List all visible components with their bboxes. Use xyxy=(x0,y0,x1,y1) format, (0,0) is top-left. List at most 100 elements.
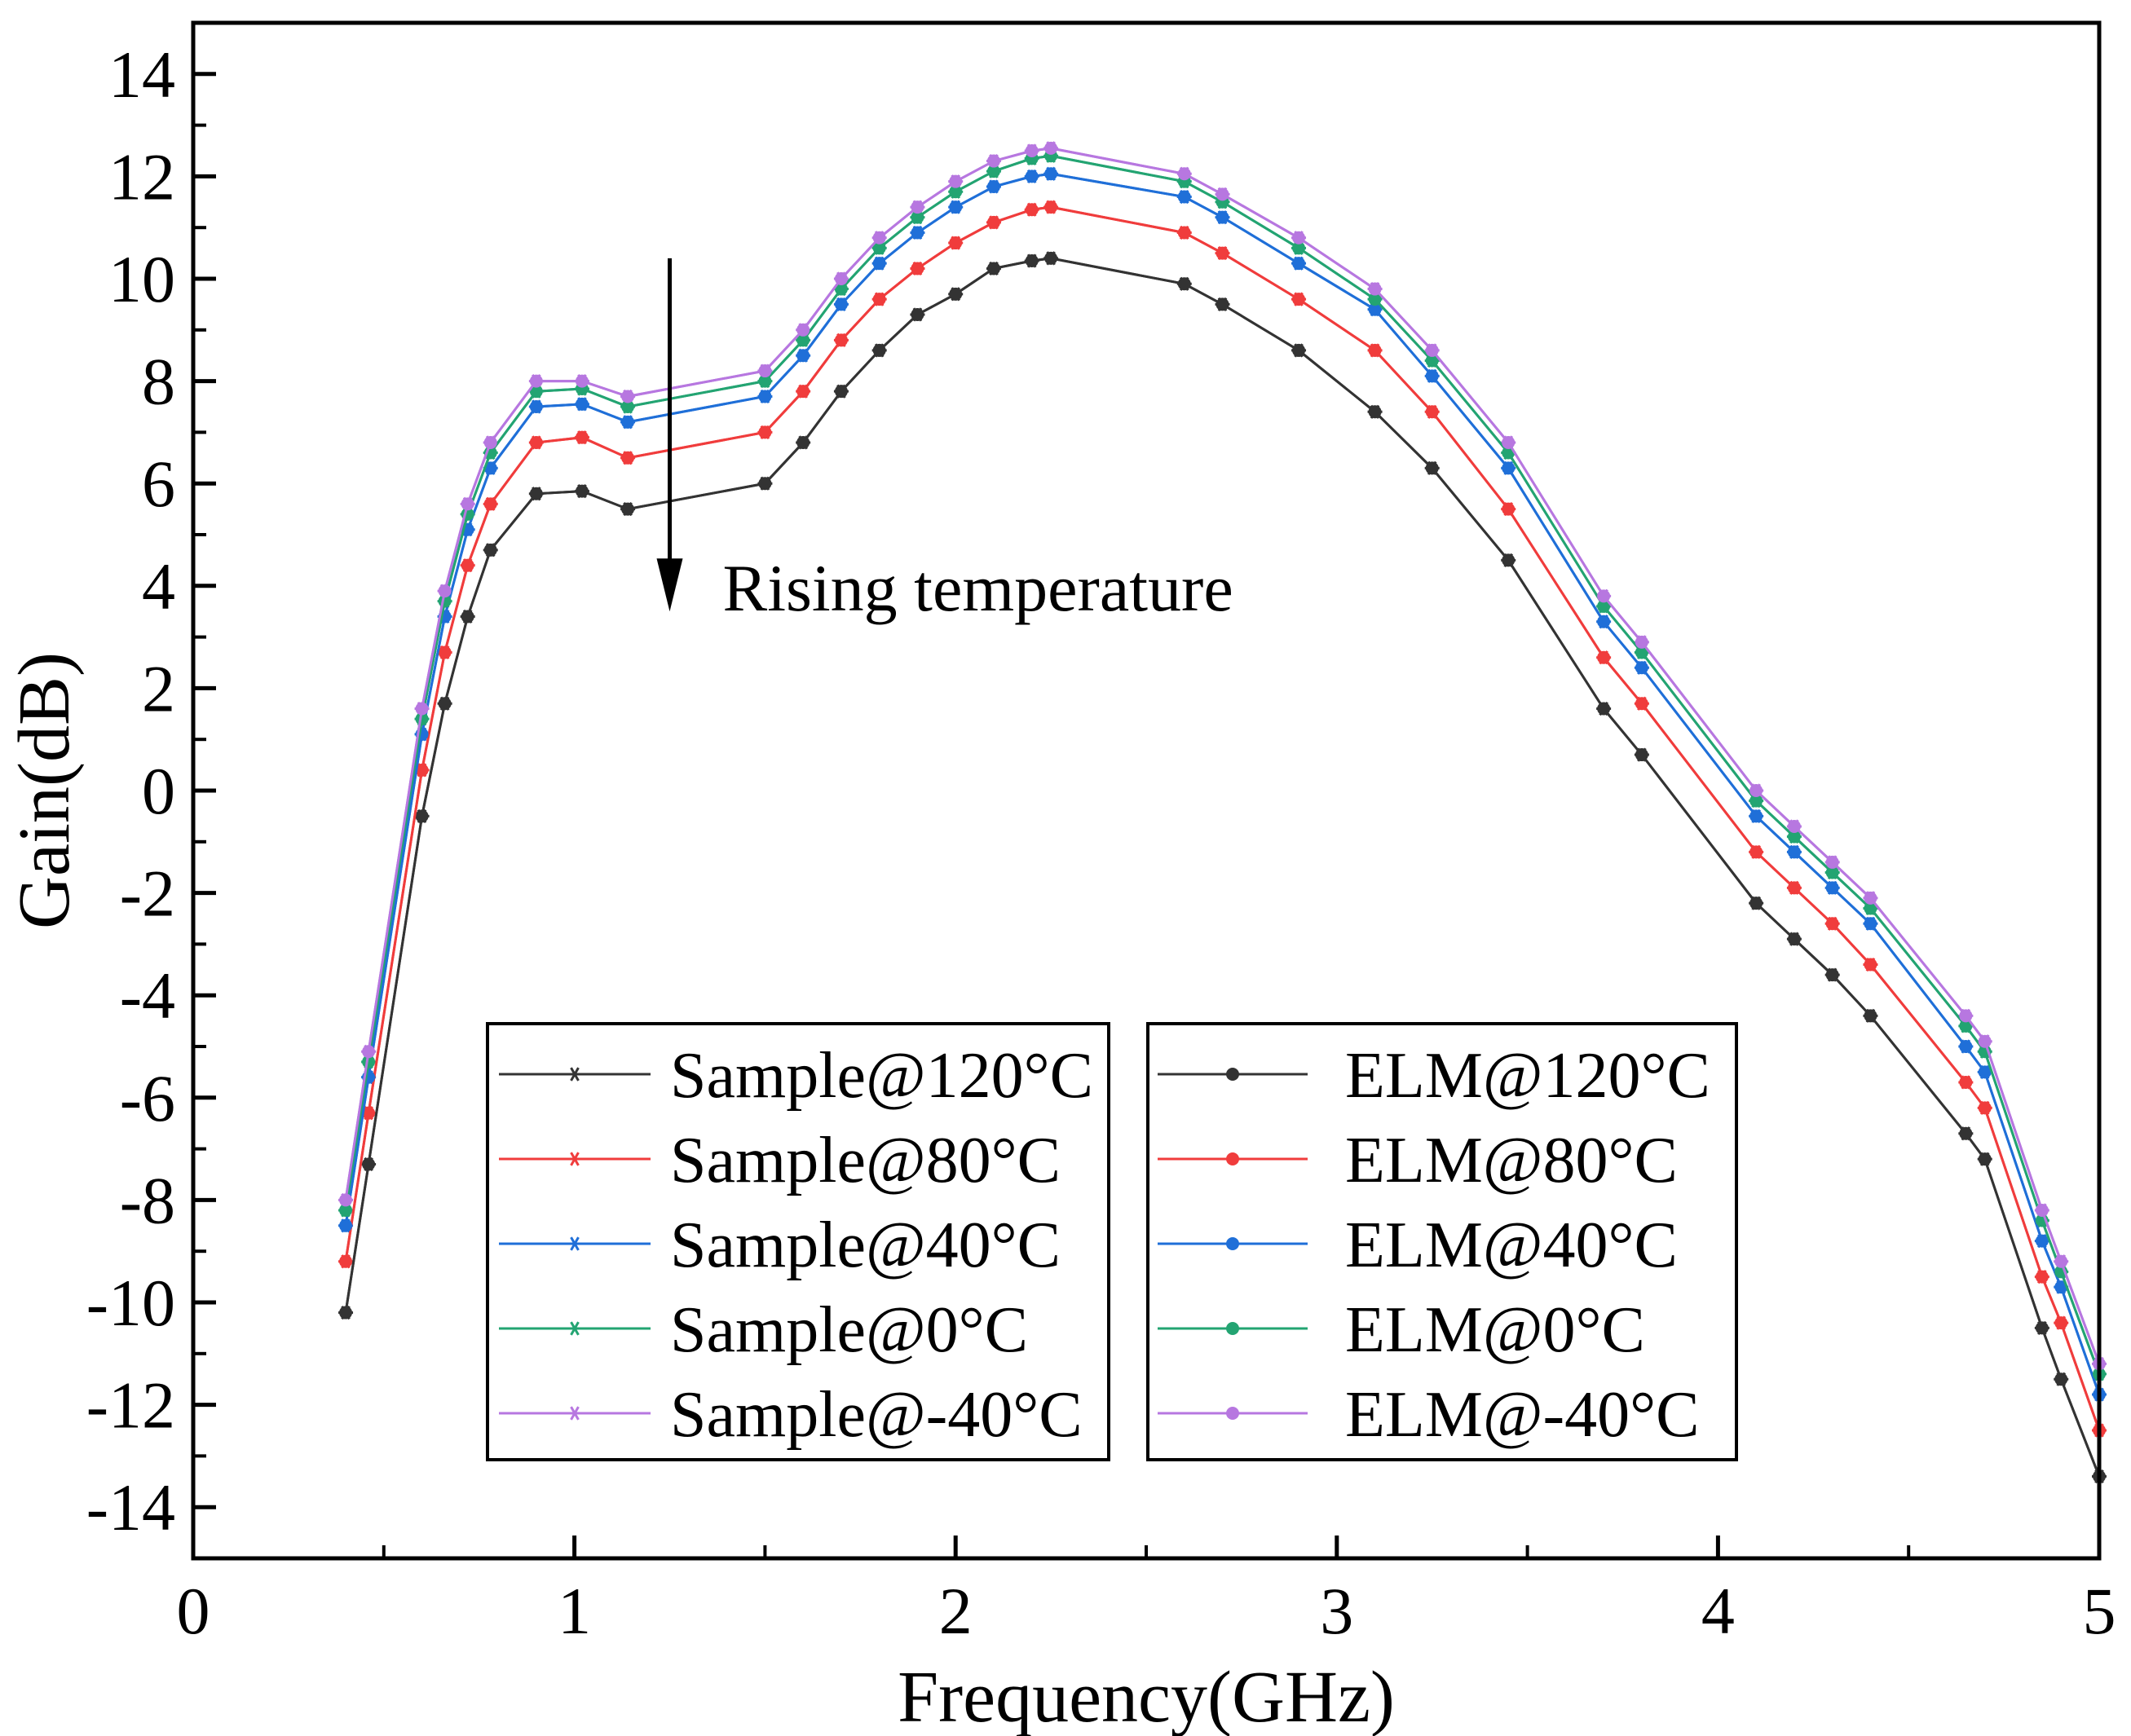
x-tick-label: 1 xyxy=(558,1574,591,1648)
elm-marker xyxy=(2054,1316,2068,1330)
y-tick-label: 6 xyxy=(142,447,175,521)
elm-marker xyxy=(1368,282,1382,296)
elm-marker xyxy=(1226,1407,1239,1420)
elm-marker xyxy=(1864,958,1877,972)
elm-marker xyxy=(1787,932,1801,946)
elm-marker xyxy=(1226,1237,1239,1250)
elm-marker xyxy=(1959,1009,1973,1023)
series-ELM@-40°C xyxy=(339,141,2106,1371)
elm-marker xyxy=(1044,141,1058,155)
x-tick-label: 3 xyxy=(1320,1574,1353,1648)
elm-marker xyxy=(529,487,543,500)
elm-marker xyxy=(1978,1034,1992,1048)
elm-marker xyxy=(834,333,848,347)
elm-marker xyxy=(575,397,589,411)
elm-marker xyxy=(1978,1152,1992,1166)
elm-marker xyxy=(529,435,543,449)
elm-marker xyxy=(1864,891,1877,905)
elm-marker xyxy=(575,374,589,388)
elm-marker xyxy=(1864,917,1877,931)
y-tick-label: 12 xyxy=(108,139,175,214)
elm-marker xyxy=(834,297,848,311)
elm-marker xyxy=(1597,702,1611,716)
elm-marker xyxy=(2054,1254,2068,1268)
elm-marker xyxy=(1959,1019,1973,1033)
elm-marker xyxy=(834,282,848,296)
elm-marker xyxy=(415,702,429,716)
elm-marker xyxy=(1635,645,1648,659)
elm-marker xyxy=(621,451,635,465)
elm-marker xyxy=(872,241,886,255)
elm-marker xyxy=(1787,881,1801,895)
elm-marker xyxy=(1749,897,1763,910)
legend-entry: ELM@120°C xyxy=(1158,1040,1710,1112)
y-tick-label: 14 xyxy=(108,37,175,112)
elm-marker xyxy=(2035,1203,2049,1217)
elm-marker xyxy=(529,374,543,388)
elm-marker xyxy=(949,236,963,250)
elm-marker xyxy=(986,215,1000,229)
elm-marker xyxy=(362,1045,376,1059)
elm-marker xyxy=(1502,502,1516,516)
legend-label: Sample@120°C xyxy=(670,1040,1093,1112)
elm-marker xyxy=(483,435,497,449)
legend-label: Sample@40°C xyxy=(670,1209,1061,1281)
elm-marker xyxy=(949,185,963,199)
elm-marker xyxy=(1787,819,1801,833)
y-tick-label: 0 xyxy=(142,754,175,828)
elm-marker xyxy=(1216,246,1229,260)
elm-marker xyxy=(1502,435,1516,449)
elm-marker xyxy=(1292,257,1306,271)
elm-marker xyxy=(872,231,886,245)
elm-marker xyxy=(1368,405,1382,419)
elm-marker xyxy=(362,1157,376,1171)
elm-marker xyxy=(2035,1234,2049,1248)
elm-marker xyxy=(986,165,1000,178)
rising-temperature-annotation: Rising temperature xyxy=(656,258,1233,625)
elm-marker xyxy=(1978,1101,1992,1115)
elm-marker xyxy=(461,497,474,511)
elm-marker xyxy=(872,293,886,306)
y-tick-label: -6 xyxy=(120,1061,175,1135)
elm-marker xyxy=(2054,1372,2068,1386)
elm-marker xyxy=(1177,277,1191,291)
elm-marker xyxy=(1177,190,1191,204)
x-tick-label: 5 xyxy=(2083,1574,2116,1648)
elm-marker xyxy=(1749,784,1763,797)
elm-marker xyxy=(1864,901,1877,915)
elm-marker xyxy=(1368,293,1382,306)
elm-marker xyxy=(758,364,772,378)
elm-marker xyxy=(1368,343,1382,357)
elm-marker xyxy=(911,210,924,224)
elm-marker xyxy=(483,543,497,557)
x-tick-label: 4 xyxy=(1701,1574,1735,1648)
elm-marker xyxy=(339,1218,353,1232)
y-tick-label: 10 xyxy=(108,242,175,316)
sample-marker xyxy=(567,1067,582,1082)
elm-marker xyxy=(796,385,810,399)
elm-marker xyxy=(1177,226,1191,240)
elm-marker xyxy=(1635,635,1648,649)
elm-marker xyxy=(1959,1126,1973,1140)
elm-marker xyxy=(1825,855,1839,869)
elm-marker xyxy=(529,385,543,399)
sample-marker xyxy=(567,1236,582,1251)
elm-marker xyxy=(986,179,1000,193)
legend-box xyxy=(1146,1022,1738,1461)
legend-label: ELM@80°C xyxy=(1345,1125,1678,1196)
elm-marker xyxy=(1226,1322,1239,1335)
elm-marker xyxy=(986,262,1000,275)
elm-marker xyxy=(1292,343,1306,357)
elm-marker xyxy=(1425,369,1439,383)
elm-marker xyxy=(1425,405,1439,419)
elm-marker xyxy=(1025,203,1039,217)
legend-label: Sample@0°C xyxy=(670,1294,1028,1366)
elm-marker xyxy=(1044,200,1058,214)
legend-entry: Sample@80°C xyxy=(499,1125,1061,1196)
legend-entry: ELM@80°C xyxy=(1158,1125,1678,1196)
y-tick-label: -10 xyxy=(86,1266,175,1340)
elm-marker xyxy=(1425,343,1439,357)
elm-marker xyxy=(872,343,886,357)
elm-marker xyxy=(415,809,429,823)
annotation-arrow-head xyxy=(656,558,683,612)
